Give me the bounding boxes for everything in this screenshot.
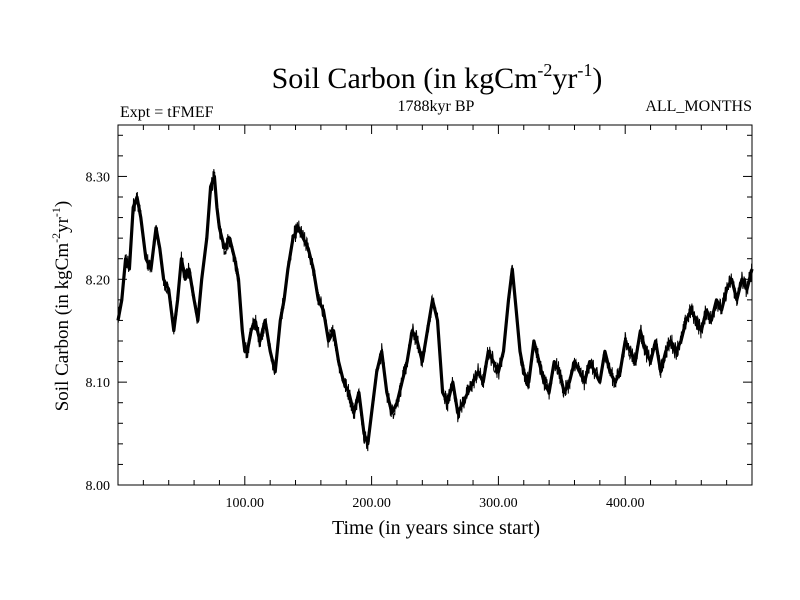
ylabel-sup2: -1 (49, 207, 63, 217)
subtitle-period: 1788kyr BP (398, 98, 475, 115)
y-tick-label: 8.10 (86, 376, 111, 391)
subtitle-months: ALL_MONTHS (645, 98, 752, 115)
y-axis-label: Soil Carbon (in kgCm-2yr-1) (49, 201, 73, 412)
x-tick-label: 200.00 (352, 496, 391, 511)
title-mid: yr (552, 62, 577, 95)
x-tick-label: 400.00 (606, 496, 645, 511)
x-tick-label: 300.00 (479, 496, 518, 511)
ylabel-mid: yr (52, 216, 73, 233)
x-tick-label: 100.00 (226, 496, 265, 511)
x-axis-label: Time (in years since start) (332, 517, 540, 539)
ylabel-sup1: -2 (49, 233, 63, 243)
plot-frame (117, 124, 753, 486)
title-text: Soil Carbon (in kgCm (272, 62, 538, 95)
title-end: ) (592, 62, 602, 95)
soil-carbon-series-noise (117, 169, 753, 452)
y-tick-labels: 8.00 8.10 8.20 8.30 (86, 170, 111, 494)
title-sup1: -2 (537, 60, 552, 80)
title-sup2: -1 (577, 60, 592, 80)
ylabel-end: ) (52, 201, 73, 207)
y-tick-label: 8.20 (86, 273, 111, 288)
series-group (116, 169, 754, 452)
ylabel-text: Soil Carbon (in kgCm (52, 243, 73, 412)
axis-ticks (118, 125, 752, 486)
y-tick-label: 8.30 (86, 170, 111, 185)
chart-title: Soil Carbon (in kgCm-2yr-1) (272, 60, 603, 95)
subtitle-expt: Expt = tFMEF (120, 104, 214, 121)
y-tick-label: 8.00 (86, 479, 111, 494)
x-tick-labels: 100.00 200.00 300.00 400.00 (226, 496, 645, 511)
